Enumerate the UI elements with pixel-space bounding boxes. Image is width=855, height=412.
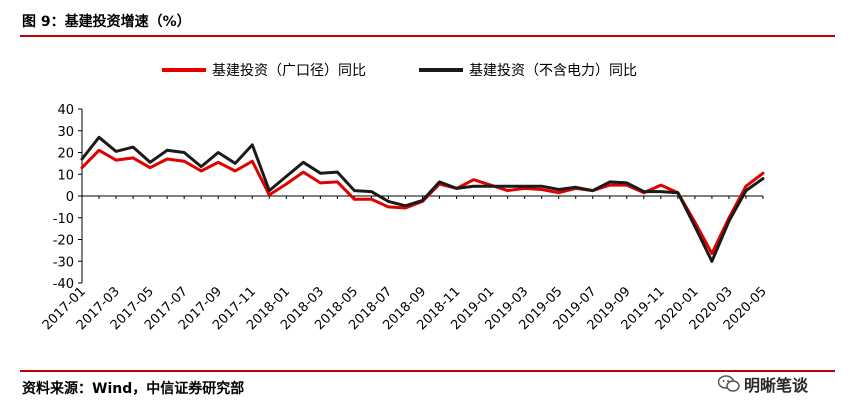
source-note: 资料来源：Wind，中信证券研究部 (22, 381, 245, 397)
y-tick-label: 40 (57, 103, 74, 118)
y-tick-label: -20 (53, 234, 74, 249)
legend-label-broad: 基建投资（广口径）同比 (212, 63, 366, 79)
legend-swatch-ex-power (419, 68, 463, 72)
y-tick-label: 30 (57, 125, 74, 140)
series-layer (80, 135, 765, 263)
legend-item-ex-power: 基建投资（不含电力）同比 (419, 60, 637, 80)
y-tick-label: -40 (53, 277, 74, 292)
x-axis: 2017-012017-032017-052017-072017-092017-… (40, 195, 770, 333)
legend-swatch-broad (162, 68, 206, 72)
source-rule (20, 370, 835, 372)
watermark: 明晰笔谈 (718, 372, 808, 396)
y-tick-label: 20 (57, 147, 74, 162)
legend-item-broad: 基建投资（广口径）同比 (162, 60, 366, 80)
y-tick-label: -10 (53, 212, 74, 227)
y-axis: -40 -30 -20 -10 0 10 20 30 40 (53, 103, 83, 292)
wechat-icon (718, 375, 740, 392)
chart-title: 图 9：基建投资增速（%） (22, 14, 191, 30)
y-tick-label: 0 (66, 190, 74, 205)
title-rule (20, 35, 835, 37)
watermark-text: 明晰笔谈 (744, 376, 809, 395)
y-tick-label: -30 (53, 255, 74, 270)
y-tick-label: 10 (57, 168, 74, 183)
line-chart: -40 -30 -20 -10 0 10 20 30 40 2017-012017-032017… (40, 103, 770, 333)
legend-label-ex-power: 基建投资（不含电力）同比 (469, 63, 637, 79)
legend: 基建投资（广口径）同比 基建投资（不含电力）同比 (0, 60, 855, 84)
series-line-1 (80, 135, 765, 263)
